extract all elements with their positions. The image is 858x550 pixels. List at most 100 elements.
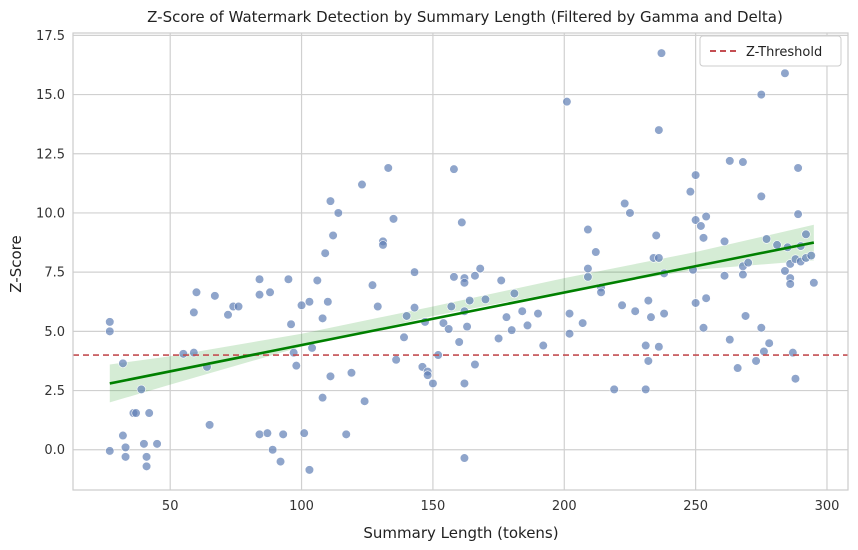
data-point bbox=[738, 269, 748, 280]
data-point bbox=[378, 240, 388, 250]
data-point bbox=[583, 224, 593, 235]
data-point bbox=[719, 271, 730, 281]
data-point bbox=[291, 361, 301, 371]
data-point bbox=[740, 311, 751, 321]
data-point bbox=[449, 164, 459, 174]
data-point bbox=[233, 301, 244, 312]
data-point bbox=[317, 313, 328, 323]
confidence-band bbox=[109, 224, 814, 403]
x-tick-label: 200 bbox=[552, 499, 577, 514]
data-point bbox=[725, 156, 735, 166]
data-point bbox=[793, 209, 803, 219]
data-point bbox=[691, 298, 701, 308]
data-point bbox=[446, 301, 456, 312]
data-point bbox=[696, 221, 706, 231]
legend-box bbox=[699, 35, 842, 67]
data-point bbox=[141, 452, 152, 462]
data-point bbox=[625, 208, 635, 218]
data-point bbox=[459, 378, 470, 389]
data-point bbox=[210, 291, 220, 301]
data-point bbox=[591, 247, 601, 257]
data-point bbox=[307, 343, 317, 353]
data-point bbox=[141, 461, 152, 471]
data-point bbox=[691, 215, 701, 225]
data-point bbox=[685, 187, 695, 197]
data-point bbox=[462, 322, 472, 332]
data-point bbox=[118, 358, 128, 368]
legend-threshold-label: Z-Threshold bbox=[746, 45, 822, 60]
data-point bbox=[583, 272, 593, 282]
data-point bbox=[105, 326, 115, 336]
grid bbox=[73, 33, 848, 490]
data-point bbox=[509, 288, 519, 299]
y-axis-title: Z-Score bbox=[7, 235, 25, 292]
data-point bbox=[299, 428, 309, 438]
data-point bbox=[388, 214, 399, 224]
y-tick-label: 7.5 bbox=[44, 266, 65, 281]
data-point bbox=[438, 318, 449, 328]
data-point bbox=[809, 278, 819, 288]
data-point bbox=[507, 325, 517, 335]
data-point bbox=[475, 264, 485, 274]
regression-line-layer bbox=[109, 241, 815, 385]
data-point bbox=[328, 230, 338, 241]
data-point bbox=[459, 278, 470, 288]
y-tick-label: 15.0 bbox=[36, 88, 65, 103]
data-point bbox=[756, 323, 766, 333]
data-point bbox=[444, 324, 454, 334]
y-tick-label: 2.5 bbox=[44, 384, 65, 399]
data-point bbox=[189, 307, 199, 318]
data-point bbox=[296, 300, 307, 310]
data-point bbox=[449, 272, 459, 282]
data-point bbox=[533, 308, 543, 319]
data-point bbox=[630, 306, 640, 316]
data-point bbox=[470, 271, 480, 281]
data-point bbox=[698, 233, 709, 243]
data-point bbox=[254, 429, 265, 439]
data-point bbox=[136, 384, 146, 394]
data-point bbox=[719, 236, 730, 246]
data-point bbox=[538, 340, 548, 351]
data-point bbox=[131, 408, 141, 418]
data-point bbox=[346, 368, 357, 378]
data-point bbox=[383, 163, 393, 173]
data-point bbox=[423, 370, 433, 380]
data-point bbox=[480, 294, 491, 304]
data-point bbox=[105, 317, 115, 327]
data-point bbox=[470, 359, 480, 370]
x-axis-title: Summary Length (tokens) bbox=[363, 524, 558, 542]
data-point bbox=[738, 157, 748, 167]
data-point bbox=[772, 240, 782, 250]
data-point bbox=[178, 349, 188, 359]
data-point bbox=[761, 234, 772, 244]
data-point bbox=[751, 356, 761, 366]
data-point bbox=[120, 442, 131, 452]
data-point bbox=[659, 308, 669, 319]
data-point bbox=[191, 287, 202, 297]
data-point bbox=[643, 356, 653, 366]
data-point bbox=[399, 332, 409, 342]
data-point bbox=[780, 266, 790, 276]
data-point bbox=[454, 337, 464, 347]
data-point bbox=[733, 363, 743, 373]
x-tick-label: 100 bbox=[289, 499, 314, 514]
data-point bbox=[357, 179, 367, 190]
data-point bbox=[806, 250, 816, 261]
data-point bbox=[756, 89, 766, 100]
data-point bbox=[641, 384, 651, 394]
data-point bbox=[790, 374, 801, 384]
data-point bbox=[609, 384, 619, 394]
regression-line bbox=[109, 241, 815, 385]
data-point bbox=[522, 320, 533, 331]
data-point bbox=[496, 275, 506, 286]
data-point bbox=[517, 306, 527, 316]
data-point bbox=[656, 48, 667, 58]
data-point bbox=[698, 323, 709, 333]
data-point bbox=[391, 355, 401, 365]
data-point bbox=[320, 248, 330, 258]
data-point bbox=[275, 456, 286, 467]
data-point bbox=[262, 428, 273, 438]
data-point bbox=[596, 287, 606, 297]
data-point bbox=[654, 125, 664, 135]
